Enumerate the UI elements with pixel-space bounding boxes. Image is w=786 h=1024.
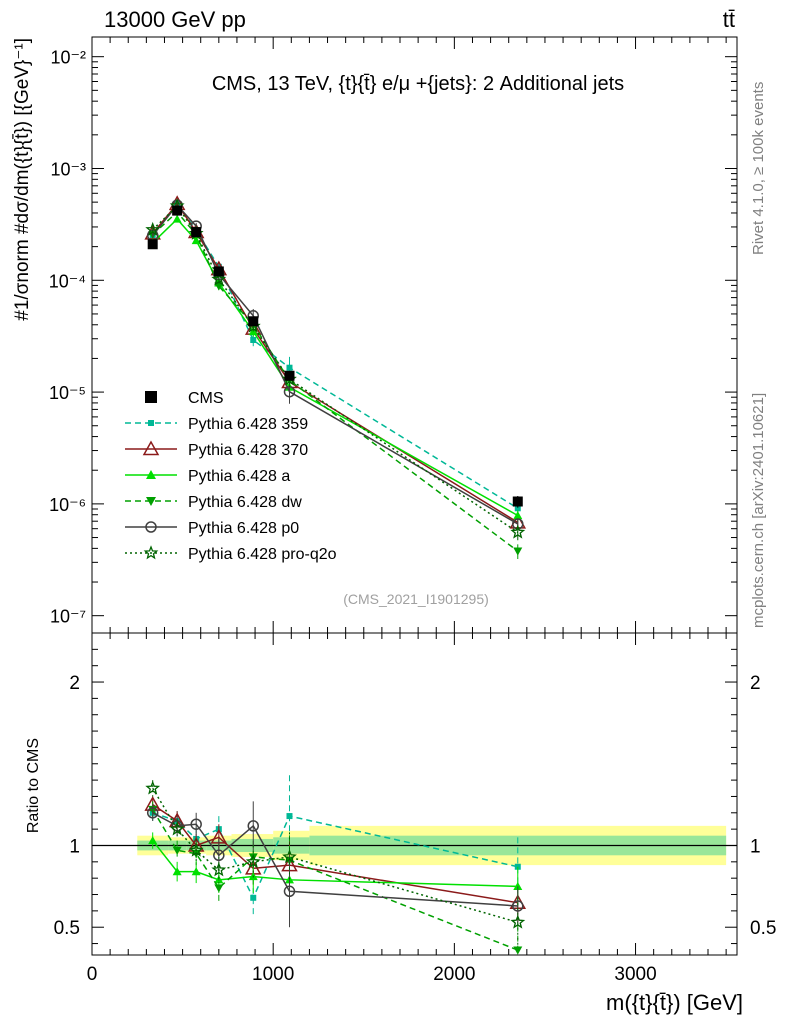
marker-star: [145, 780, 161, 795]
rivet-version-label: Rivet 4.1.0, ≥ 100k events: [750, 82, 767, 255]
marker-square: [250, 894, 257, 901]
y-tick-label: 10⁻⁵: [49, 383, 86, 403]
marker-triangle: [172, 867, 182, 876]
ratio-y-tick-label: 1: [69, 836, 80, 857]
marker-triangle: [148, 836, 158, 845]
axes: 0 1000 2000 3000 10⁻⁷ 10⁻⁶ 10⁻⁵ 10⁻⁴ 10⁻³ 10⁻² 0.5…: [49, 37, 776, 985]
marker-square: [514, 505, 521, 512]
ratio-y-tick-label: 2: [69, 673, 80, 694]
marker-triangle-down: [214, 282, 224, 291]
ratio-plot-frame: [91, 632, 738, 956]
marker-square: [172, 205, 183, 216]
ratio-y-tick-label: 0.5: [54, 918, 80, 939]
mcplots-url-label: mcplots.cern.ch [arXiv:2401.10621]: [750, 393, 767, 628]
marker-star: [145, 221, 161, 236]
process-label: tt̄: [723, 7, 735, 32]
marker-triangle-down: [214, 884, 224, 893]
marker-square: [284, 370, 295, 381]
marker-square: [248, 316, 259, 327]
marker-square: [191, 227, 202, 238]
marker-circle-open: [247, 820, 259, 832]
legend-label: Pythia 6.428 359: [188, 416, 308, 433]
x-tick-label: 3000: [614, 964, 656, 985]
marker-triangle-down: [513, 547, 523, 556]
marker-star: [169, 821, 185, 836]
ratio-y-tick-label-right: 1: [750, 836, 761, 857]
marker-square: [286, 364, 293, 371]
marker-circle-open: [213, 849, 225, 862]
y-tick-label: 10⁻²: [50, 48, 86, 68]
legend-label: Pythia 6.428 a: [188, 468, 290, 485]
legend-label: Pythia 6.428 p0: [188, 520, 299, 537]
marker-square: [148, 420, 154, 426]
marker-star: [510, 914, 526, 929]
legend: CMS Pythia 6.428 359 Pythia 6.428 370 Pythi…: [125, 390, 337, 563]
marker-square: [213, 266, 224, 277]
marker-circle-open: [283, 885, 296, 898]
marker-triangle-down: [146, 497, 156, 506]
marker-circle-open: [190, 818, 202, 830]
y-tick-label: 10⁻³: [50, 159, 86, 179]
legend-label: CMS: [188, 390, 224, 407]
ratio-y-tick-label-right: 2: [750, 673, 761, 694]
marker-circle-open: [512, 900, 524, 912]
marker-square: [145, 391, 157, 403]
marker-triangle-down: [172, 846, 182, 855]
marker-triangle-open: [142, 440, 160, 456]
ratio-plot: [144, 775, 527, 955]
x-tick-label: 0: [87, 964, 98, 985]
marker-star: [510, 524, 526, 539]
y-axis-label-top: #1/σnorm #dσ/dm({t}{t̄}) [{GeV}⁻¹]: [12, 38, 33, 321]
legend-label: Pythia 6.428 pro-q2o: [188, 546, 337, 563]
energy-label: 13000 GeV pp: [104, 7, 246, 32]
series-ratio-line: [152, 787, 518, 924]
marker-triangle: [191, 867, 201, 876]
marker-star: [211, 271, 227, 286]
legend-label: Pythia 6.428 370: [188, 442, 308, 459]
marker-triangle: [146, 470, 156, 479]
marker-triangle: [513, 510, 523, 520]
x-axis-label: m({t}{t̄}) [GeV]: [606, 990, 743, 1015]
legend-label: Pythia 6.428 dw: [188, 494, 302, 511]
analysis-reference: (CMS_2021_I1901295): [343, 591, 489, 607]
marker-star: [211, 862, 227, 877]
marker-triangle-down: [513, 946, 523, 955]
x-tick-label: 2000: [433, 964, 475, 985]
ratio-y-tick-label-right: 0.5: [750, 918, 776, 939]
y-tick-label: 10⁻⁶: [49, 495, 86, 515]
marker-star: [188, 842, 204, 857]
main-plot-frame: [91, 36, 738, 634]
y-axis-label-ratio: Ratio to CMS: [25, 738, 42, 833]
marker-triangle: [172, 214, 182, 223]
marker-triangle: [191, 236, 201, 245]
marker-square: [147, 239, 158, 250]
marker-star: [143, 545, 159, 560]
y-tick-label: 10⁻⁴: [49, 271, 86, 291]
marker-square: [512, 496, 523, 507]
main-plot: [144, 195, 527, 560]
marker-square: [286, 813, 293, 820]
marker-star: [282, 849, 297, 864]
x-tick-label: 1000: [252, 964, 294, 985]
marker-square: [250, 336, 257, 343]
marker-star: [245, 854, 261, 869]
y-tick-label: 10⁻⁷: [50, 607, 86, 627]
marker-circle-open: [146, 807, 159, 819]
marker-circle-open: [145, 521, 157, 533]
marker-triangle: [513, 881, 523, 890]
chart-title: CMS, 13 TeV, {t}{t̄} e/μ +{jets}: 2 Addi…: [212, 73, 624, 95]
